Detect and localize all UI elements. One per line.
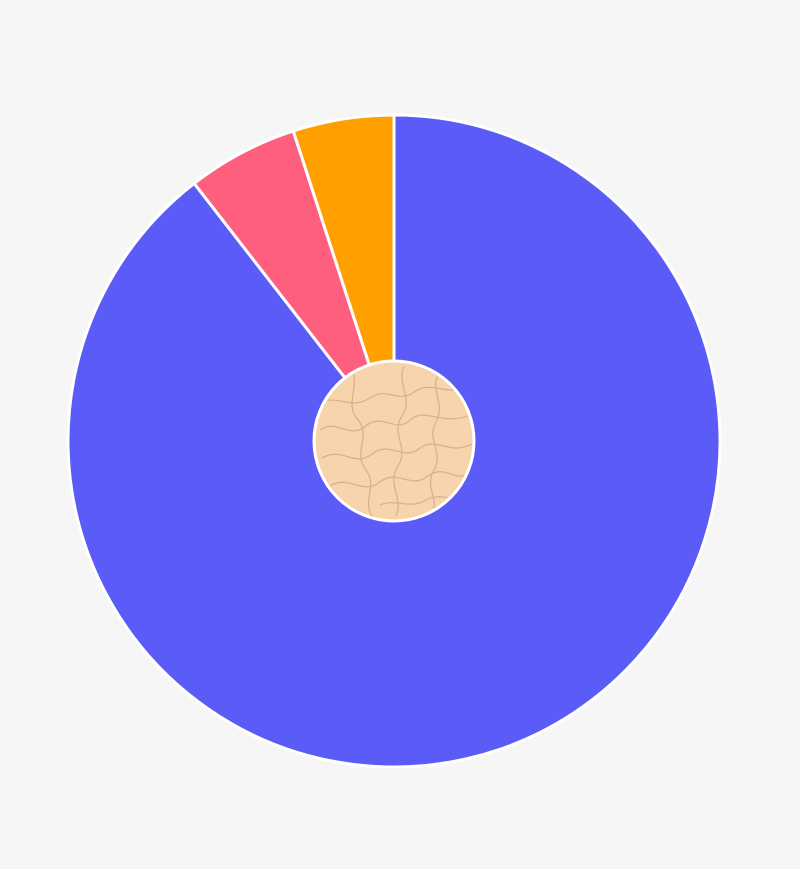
center-hole — [312, 359, 476, 523]
pie-slice-2 — [291, 113, 396, 443]
center-hole-circle — [312, 359, 476, 523]
center-hole-texture — [317, 365, 472, 517]
